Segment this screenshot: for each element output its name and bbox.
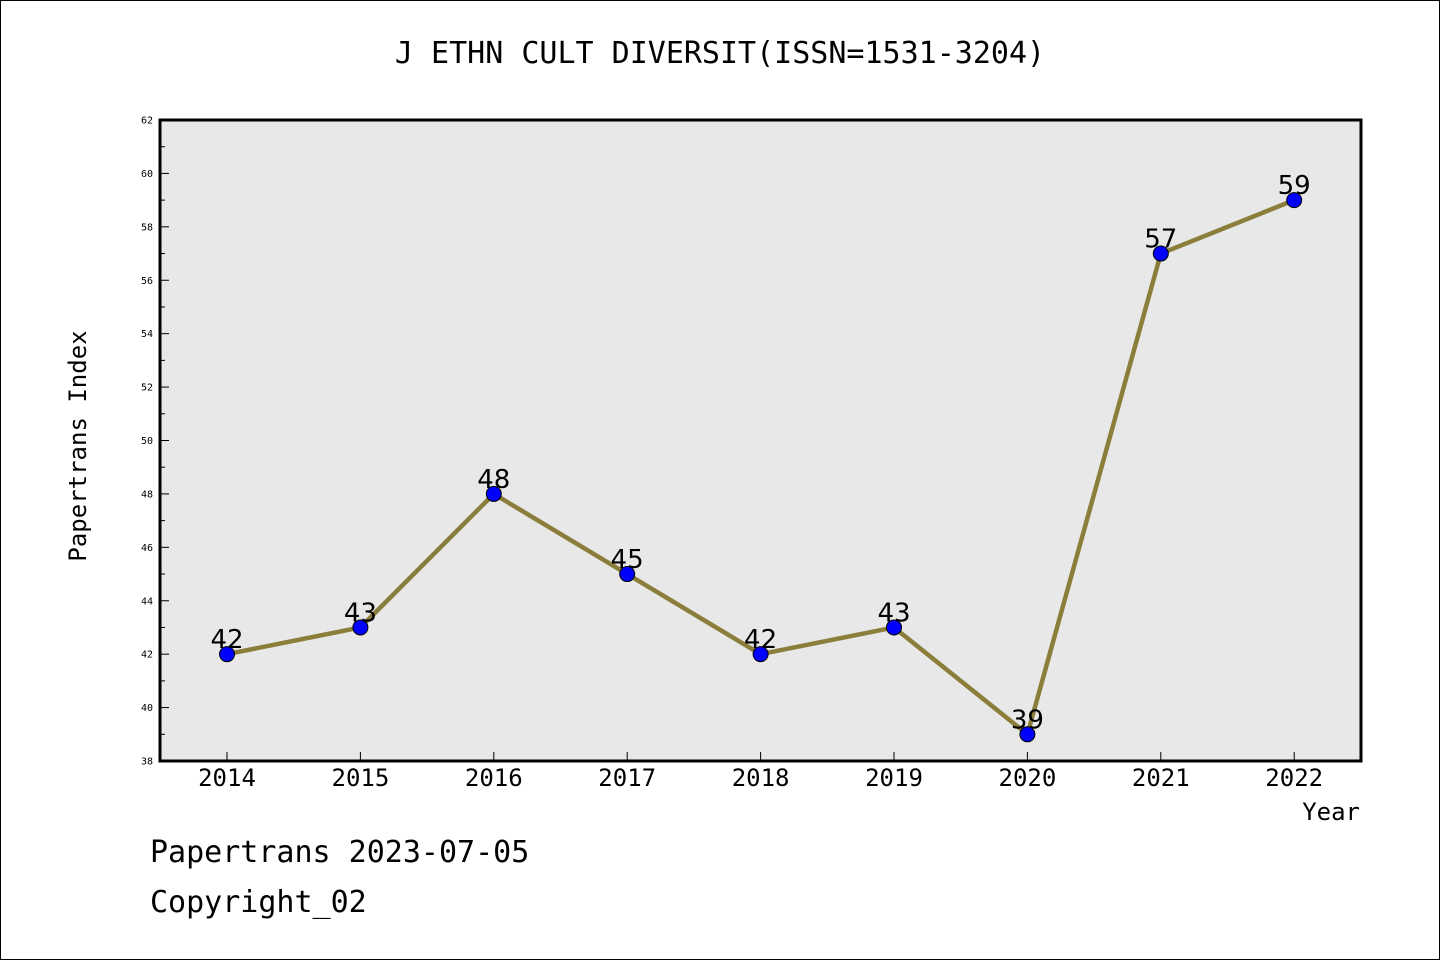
x-tick-label: 2016 [465, 764, 523, 792]
y-tick-label: 44 [141, 596, 153, 607]
data-label: 42 [744, 625, 777, 655]
data-point [886, 619, 902, 636]
x-tick-label: 2014 [198, 764, 256, 792]
data-label: 42 [210, 625, 243, 655]
data-point [1286, 192, 1303, 209]
y-tick-label: 58 [141, 222, 153, 233]
y-tick-label: 52 [141, 383, 153, 394]
data-point [1152, 245, 1169, 262]
y-axis: 38 40 42 44 46 48 50 52 54 56 58 60 62 [141, 116, 169, 768]
data-label: 59 [1278, 171, 1311, 201]
footer-copyright: Copyright_02 [150, 885, 367, 920]
y-tick-label: 46 [141, 543, 153, 554]
x-tick-label: 2021 [1132, 764, 1190, 792]
data-label: 48 [477, 465, 510, 495]
plot-area [158, 118, 1363, 763]
data-label: 43 [877, 598, 910, 628]
x-tick-label: 2019 [865, 764, 923, 792]
x-tick-label: 2017 [598, 764, 656, 792]
x-tick-label: 2020 [999, 764, 1057, 792]
y-tick-label: 60 [141, 169, 153, 180]
data-point [352, 619, 369, 636]
chart-title: J ETHN CULT DIVERSIT(ISSN=1531-3204) [394, 36, 1046, 71]
x-tick-label: 2022 [1265, 764, 1323, 792]
y-tick-label: 62 [141, 116, 153, 127]
y-tick-label: 40 [141, 703, 153, 714]
data-point [219, 646, 235, 663]
data-label: 45 [611, 545, 644, 575]
data-label: 43 [344, 598, 377, 628]
y-tick-label: 42 [141, 650, 153, 661]
data-point [752, 646, 769, 663]
y-tick-label: 50 [141, 436, 153, 447]
series-layer: 42 43 48 45 42 43 39 57 59 [210, 171, 1311, 743]
y-tick-label: 54 [141, 329, 153, 340]
y-axis-label: Papertrans Index [64, 330, 92, 561]
data-point [1019, 726, 1036, 743]
x-tick-label: 2018 [732, 764, 790, 792]
footer-date: Papertrans 2023-07-05 [150, 835, 530, 870]
x-axis-label: Year [1302, 798, 1360, 826]
y-tick-label: 38 [141, 757, 153, 768]
y-tick-label: 56 [141, 276, 153, 287]
y-tick-label: 48 [141, 489, 153, 500]
data-point [619, 566, 636, 583]
x-tick-label: 2015 [332, 764, 390, 792]
x-axis: 2014 2015 2016 2017 2018 2019 2020 2021 2022 [198, 752, 1323, 792]
data-point [485, 485, 502, 502]
data-label: 39 [1011, 705, 1044, 735]
data-label: 57 [1144, 225, 1177, 255]
